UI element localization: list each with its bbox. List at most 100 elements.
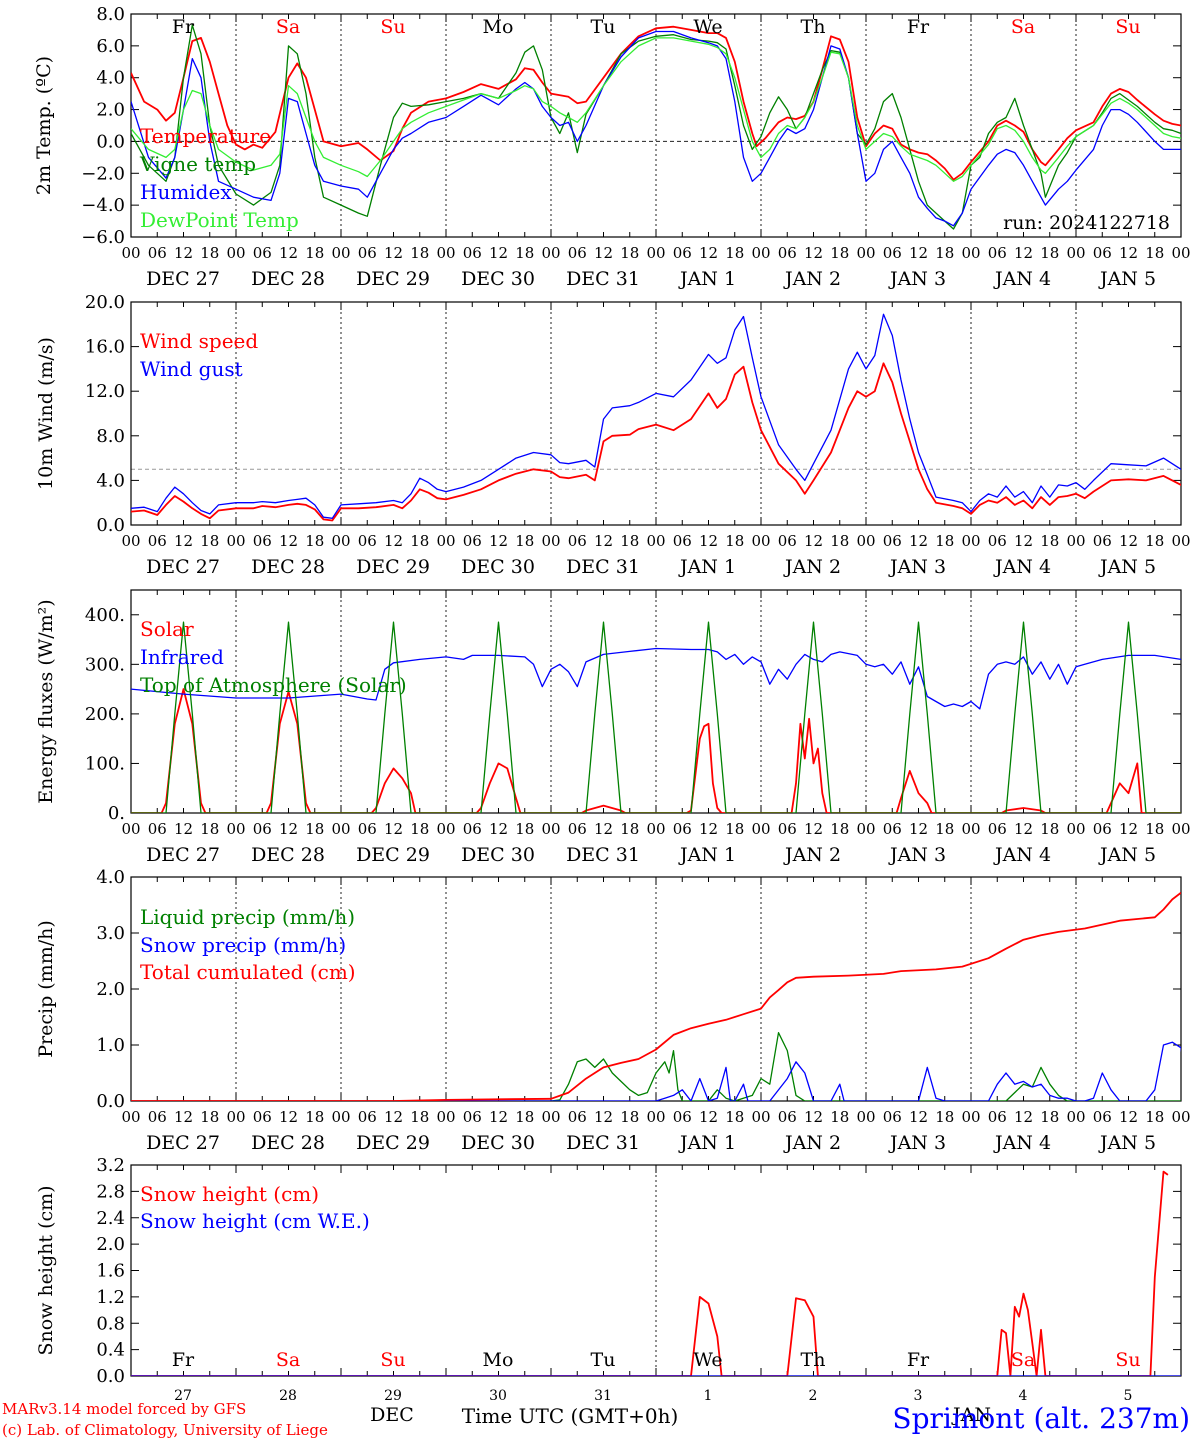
day-number: 30 — [489, 1388, 507, 1404]
hour-tick-label: 12 — [489, 1108, 508, 1126]
date-label: JAN 5 — [1098, 1132, 1156, 1154]
hour-tick-label: 00 — [1171, 244, 1190, 262]
hour-tick-label: 00 — [436, 244, 455, 262]
date-label: DEC 31 — [566, 268, 640, 290]
day-name: Sa — [1011, 1349, 1035, 1371]
date-label: JAN 1 — [678, 1132, 736, 1154]
hour-tick-label: 00 — [1066, 532, 1085, 550]
hour-tick-label: 12 — [1014, 1108, 1033, 1126]
date-label: JAN 4 — [993, 844, 1051, 866]
hour-tick-label: 06 — [883, 820, 902, 838]
date-label: JAN 5 — [1098, 268, 1156, 290]
date-label: JAN 5 — [1098, 844, 1156, 866]
y-tick-label: 3.0 — [96, 923, 125, 944]
day-number: 4 — [1019, 1388, 1028, 1404]
hour-tick-label: 18 — [725, 532, 744, 550]
day-name: Fr — [907, 16, 930, 38]
hour-tick-label: 06 — [463, 244, 482, 262]
date-label: JAN 2 — [783, 268, 841, 290]
hour-tick-label: 00 — [331, 1108, 350, 1126]
series-line-humidex — [131, 30, 1181, 227]
y-tick-label: 0. — [108, 803, 125, 824]
hour-tick-label: 18 — [1145, 820, 1164, 838]
hour-tick-label: 00 — [541, 532, 560, 550]
hour-tick-label: 12 — [384, 820, 403, 838]
hour-tick-label: 00 — [121, 244, 140, 262]
hour-tick-label: 06 — [673, 820, 692, 838]
hour-tick-label: 18 — [1040, 820, 1059, 838]
hour-tick-label: 12 — [384, 244, 403, 262]
hour-tick-label: 00 — [331, 820, 350, 838]
date-label: JAN 1 — [678, 844, 736, 866]
hour-tick-label: 18 — [515, 1108, 534, 1126]
y-tick-label: 300. — [85, 654, 125, 675]
hour-tick-label: 06 — [568, 244, 587, 262]
hour-tick-label: 18 — [935, 244, 954, 262]
y-tick-label: 16.0 — [85, 337, 125, 358]
hour-tick-label: 06 — [568, 1108, 587, 1126]
run-label: run: 2024122718 — [1003, 212, 1170, 234]
date-label: DEC 31 — [566, 844, 640, 866]
hour-tick-label: 18 — [725, 820, 744, 838]
y-tick-label: −2.0 — [81, 163, 125, 184]
credit-line-2: (c) Lab. of Climatology, University of L… — [2, 1421, 328, 1439]
series-line-top-of-atmosphere-solar- — [131, 621, 1181, 813]
y-tick-label: 0.0 — [96, 1091, 125, 1112]
hour-tick-label: 00 — [961, 244, 980, 262]
y-axis-label: Precip (mm/h) — [35, 920, 57, 1058]
hour-tick-label: 06 — [358, 1108, 377, 1126]
hour-tick-label: 12 — [489, 244, 508, 262]
hour-tick-label: 00 — [1171, 1108, 1190, 1126]
hour-tick-label: 12 — [909, 1108, 928, 1126]
hour-tick-label: 00 — [751, 532, 770, 550]
hour-tick-label: 06 — [673, 244, 692, 262]
hour-tick-label: 18 — [200, 532, 219, 550]
hour-tick-label: 12 — [699, 820, 718, 838]
hour-tick-label: 06 — [253, 1108, 272, 1126]
hour-tick-label: 12 — [279, 244, 298, 262]
hour-tick-label: 18 — [1145, 244, 1164, 262]
series-line-snow-precip-mm-h- — [131, 1041, 1181, 1101]
date-label: DEC 28 — [251, 1132, 325, 1154]
hour-tick-label: 12 — [174, 1108, 193, 1126]
hour-tick-label: 12 — [1119, 244, 1138, 262]
series-line-liquid-precip-mm-h- — [131, 1032, 1181, 1101]
hour-tick-label: 18 — [830, 244, 849, 262]
day-name: Sa — [276, 1349, 300, 1371]
legend-entry: Snow height (cm) — [140, 1182, 319, 1206]
hour-tick-label: 18 — [1040, 1108, 1059, 1126]
day-name: Su — [380, 1349, 405, 1371]
hour-tick-label: 18 — [410, 1108, 429, 1126]
hour-tick-label: 18 — [410, 532, 429, 550]
hour-tick-label: 00 — [226, 244, 245, 262]
day-name: Tu — [591, 1349, 616, 1371]
date-label: JAN 4 — [993, 268, 1051, 290]
hour-tick-label: 06 — [988, 244, 1007, 262]
day-number: 27 — [174, 1388, 192, 1404]
day-name: Mo — [483, 16, 514, 38]
hour-tick-label: 12 — [1014, 244, 1033, 262]
hour-tick-label: 00 — [331, 244, 350, 262]
hour-tick-label: 00 — [226, 1108, 245, 1126]
date-label: DEC 28 — [251, 556, 325, 578]
date-label: JAN 2 — [783, 556, 841, 578]
date-label: DEC 27 — [146, 844, 220, 866]
legend-entry: Humidex — [140, 180, 232, 204]
date-label: JAN 3 — [888, 556, 946, 578]
day-name: Fr — [172, 16, 195, 38]
hour-tick-label: 06 — [568, 820, 587, 838]
panel-3: 4.0 3.0 2.0 1.0 0.0 Precip (mm/h) Liquid preci… — [35, 867, 1191, 1154]
hour-tick-label: 00 — [121, 1108, 140, 1126]
y-tick-label: 200. — [85, 704, 125, 725]
y-tick-label: 12.0 — [85, 381, 125, 402]
hour-tick-label: 12 — [384, 1108, 403, 1126]
hour-tick-label: 12 — [489, 820, 508, 838]
hour-tick-label: 06 — [778, 820, 797, 838]
hour-tick-label: 06 — [778, 1108, 797, 1126]
hour-tick-label: 00 — [856, 532, 875, 550]
day-name: Fr — [172, 1349, 195, 1371]
date-label: JAN 2 — [783, 1132, 841, 1154]
hour-tick-label: 12 — [909, 244, 928, 262]
date-label: DEC 30 — [461, 844, 535, 866]
hour-tick-label: 06 — [358, 820, 377, 838]
